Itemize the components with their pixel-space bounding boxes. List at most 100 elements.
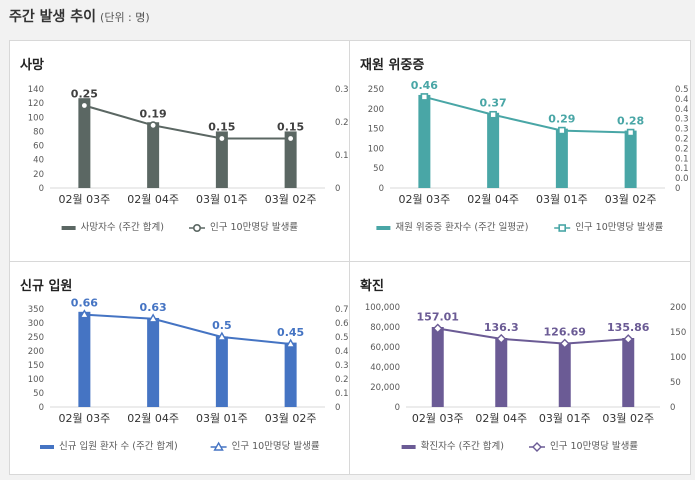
category-label: 02월 04주 (475, 412, 527, 425)
y-right-tick-label: 0.1 (335, 151, 348, 161)
rate-data-label: 0.25 (71, 88, 98, 101)
y-left-tick-label: 200 (28, 347, 44, 357)
y-left-tick-label: 0 (39, 184, 44, 194)
category-label: 02월 03주 (59, 412, 111, 425)
rate-line (84, 313, 291, 345)
rate-marker (216, 331, 228, 341)
legend-bar-swatch (61, 226, 76, 230)
legend-line-marker (193, 224, 202, 233)
legend-line-marker (532, 442, 542, 452)
panel-deaths: 사망 0 20 40 60 80 100 120 140 0 0.1 0.2 0.3 02월 03주 02… (10, 41, 349, 259)
y-right-tick-label: 0.7 (335, 305, 348, 315)
y-left-tick-label: 40 (33, 156, 44, 166)
legend-line-label: 인구 10만명당 발생률 (210, 222, 298, 233)
legend-line-marker (558, 224, 566, 232)
y-right-tick-label: 100 (670, 353, 686, 363)
chart-severe: 05010015020025000.050.10.150.20.250.30.3… (368, 79, 694, 233)
category-label: 03월 01주 (196, 193, 248, 206)
y-left-tick-label: 100,000 (365, 303, 400, 313)
y-left-tick-label: 80 (33, 127, 44, 137)
rate-data-label: 0.5 (212, 319, 232, 332)
y-left-tick-label: 80,000 (370, 323, 400, 333)
rate-data-label: 135.86 (607, 321, 650, 334)
rate-marker (80, 101, 89, 110)
rate-data-label: 0.15 (277, 121, 304, 134)
y-right-tick-label: 0.2 (675, 144, 688, 154)
grid-divider-vertical (349, 41, 350, 474)
y-left-tick-label: 0 (395, 403, 400, 413)
legend-line-label: 인구 10만명당 발생률 (575, 222, 663, 233)
rate-line (424, 95, 631, 134)
y-left-tick-label: 100 (368, 144, 384, 154)
bar (78, 311, 91, 407)
rate-data-label: 0.46 (411, 79, 438, 92)
category-label: 02월 04주 (127, 412, 179, 425)
panel-admissions: 신규 입원 0 50 100 150 200 250 300 350 0 0.1 0.2 0.3 0.4… (10, 262, 349, 480)
rate-marker (626, 128, 635, 137)
rate-marker (217, 134, 226, 143)
rate-line (437, 327, 629, 345)
rate-data-label: 0.19 (140, 107, 167, 120)
rate-marker (559, 338, 570, 349)
legend-bar-swatch (40, 445, 54, 449)
y-right-tick-label: 0.3 (335, 361, 348, 371)
category-label: 03월 02주 (605, 193, 657, 206)
y-right-tick-label: 0 (335, 184, 340, 194)
bar (78, 98, 91, 188)
y-right-tick-label: 0.3 (675, 125, 688, 135)
y-left-tick-label: 50 (33, 389, 44, 399)
y-right-tick-label: 0.2 (335, 118, 348, 128)
bar (495, 338, 508, 407)
y-right-tick-label: 0.4 (675, 105, 688, 115)
rate-data-label: 0.29 (548, 113, 575, 126)
y-right-tick-label: 150 (670, 328, 686, 338)
bar (215, 336, 228, 407)
legend-bar-swatch (376, 226, 391, 230)
rate-data-label: 136.3 (484, 321, 519, 334)
rate-data-label: 0.15 (208, 121, 235, 134)
category-label: 02월 04주 (467, 193, 519, 206)
y-right-tick-label: 0 (335, 403, 340, 413)
y-left-tick-label: 150 (28, 361, 44, 371)
category-label: 02월 03주 (412, 412, 464, 425)
rate-marker (147, 313, 159, 323)
category-label: 03월 01주 (536, 193, 588, 206)
bar (487, 112, 500, 188)
bar (624, 130, 637, 188)
category-label: 02월 03주 (399, 193, 451, 206)
bar (147, 122, 160, 188)
category-label: 03월 02주 (265, 412, 317, 425)
y-right-tick-label: 0.4 (335, 347, 348, 357)
rate-marker (623, 334, 634, 345)
panel-title-admissions: 신규 입원 (20, 279, 73, 294)
rate-marker (79, 309, 90, 319)
y-right-tick-label: 0 (675, 184, 680, 194)
legend-bar-label: 사망자수 (주간 합계) (81, 221, 164, 233)
y-right-tick-label: 0.2 (335, 375, 348, 385)
rate-data-label: 0.37 (480, 97, 507, 110)
legend-bar-label: 신규 입원 환자 수 (주간 합계) (59, 440, 178, 452)
y-right-tick-label: 0.35 (675, 115, 688, 125)
y-left-tick-label: 20 (33, 170, 44, 180)
rate-marker (285, 338, 296, 348)
y-left-tick-label: 140 (28, 85, 44, 95)
y-right-tick-label: 0.1 (335, 389, 348, 399)
rate-marker (420, 93, 429, 101)
rate-marker (432, 323, 443, 334)
y-right-tick-label: 0.15 (675, 154, 688, 164)
bar (418, 94, 431, 188)
legend-line-marker (213, 441, 224, 451)
rate-data-label: 126.69 (544, 326, 586, 339)
y-left-tick-label: 60 (33, 142, 44, 152)
category-label: 03월 02주 (265, 193, 317, 206)
bar (431, 327, 444, 407)
y-left-tick-label: 50 (373, 164, 384, 174)
bar (555, 128, 568, 188)
bar (147, 317, 160, 407)
y-left-tick-label: 200 (368, 105, 384, 115)
y-right-tick-label: 0.3 (335, 85, 348, 95)
chart-confirmed: 0 20,000 40,000 60,000 80,000 100,000 0 50 100 15… (365, 303, 686, 452)
y-left-tick-label: 0 (39, 403, 44, 413)
chart-admissions: 0 50 100 150 200 250 300 350 0 0.1 0.2 0.3 0.4 0.5 0.6… (28, 297, 349, 452)
grid-divider-horizontal (10, 261, 690, 262)
